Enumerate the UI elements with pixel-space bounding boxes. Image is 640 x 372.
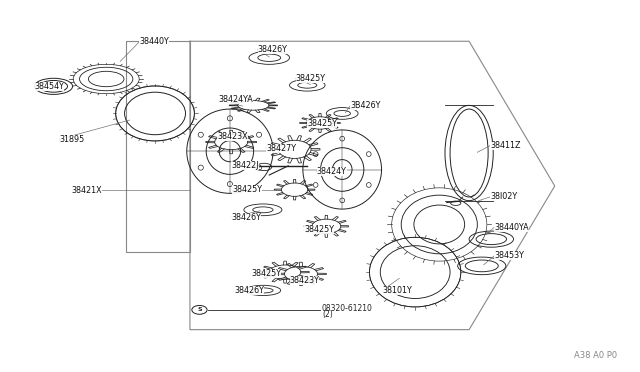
Text: 38426Y: 38426Y	[258, 45, 288, 54]
Text: 38424YA: 38424YA	[218, 95, 253, 105]
Text: A38 A0 P0: A38 A0 P0	[574, 351, 617, 360]
Text: 38101Y: 38101Y	[382, 286, 412, 295]
Text: (2): (2)	[322, 311, 333, 320]
Text: 38440YA: 38440YA	[495, 222, 529, 231]
Text: 38423X: 38423X	[217, 132, 248, 141]
Text: 38440Y: 38440Y	[139, 38, 169, 46]
Text: 38421X: 38421X	[71, 186, 102, 195]
Text: 38425Y: 38425Y	[307, 119, 337, 128]
Text: 38453Y: 38453Y	[495, 251, 524, 260]
Text: 38422J: 38422J	[231, 161, 259, 170]
Text: 38425Y: 38425Y	[304, 225, 334, 234]
Text: 38411Z: 38411Z	[490, 141, 520, 150]
Text: 3B426Y: 3B426Y	[351, 101, 381, 110]
Text: 08320-61210: 08320-61210	[322, 304, 372, 313]
Text: 38425Y: 38425Y	[296, 74, 326, 83]
Text: 38426Y: 38426Y	[234, 286, 264, 295]
Text: 38425Y: 38425Y	[232, 185, 262, 194]
Text: 38423Y: 38423Y	[289, 276, 319, 285]
Text: 38I02Y: 38I02Y	[490, 192, 517, 202]
Text: 38425Y: 38425Y	[252, 269, 282, 278]
Text: 38424Y: 38424Y	[317, 167, 347, 176]
Text: S: S	[197, 307, 202, 312]
Text: 31895: 31895	[60, 135, 85, 144]
Text: 38454Y: 38454Y	[35, 82, 65, 91]
Text: 38427Y: 38427Y	[266, 144, 296, 153]
Text: 38426Y: 38426Y	[231, 213, 261, 222]
